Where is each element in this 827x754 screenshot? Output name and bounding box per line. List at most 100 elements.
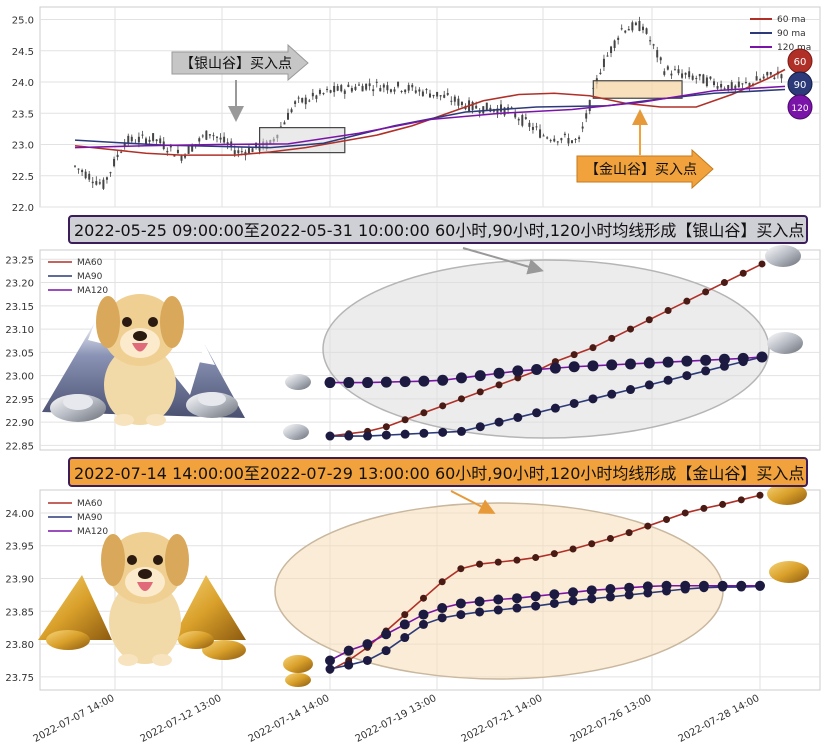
point-ma60 bbox=[664, 306, 672, 314]
point-ma60 bbox=[457, 565, 465, 573]
badge-120-label: 120 bbox=[791, 104, 808, 114]
y-tick-label: 22.95 bbox=[5, 395, 34, 406]
y-tick-label: 23.85 bbox=[5, 607, 34, 618]
point-ma120 bbox=[493, 594, 504, 605]
candle-body bbox=[109, 172, 112, 174]
legend-label-ma120: MA120 bbox=[77, 286, 108, 296]
point-ma90 bbox=[456, 426, 466, 436]
point-ma90 bbox=[663, 375, 673, 385]
point-ma90 bbox=[381, 430, 391, 440]
point-ma120 bbox=[343, 377, 355, 389]
point-ma90 bbox=[456, 610, 466, 620]
silver-ellipse bbox=[322, 259, 770, 439]
candle-body bbox=[443, 94, 446, 98]
point-ma120 bbox=[380, 376, 392, 388]
candle-body bbox=[358, 84, 360, 86]
silver-dog-illustration bbox=[42, 294, 245, 426]
point-ma120 bbox=[455, 372, 467, 384]
candle-body bbox=[762, 76, 765, 79]
point-ma120 bbox=[437, 374, 449, 386]
candle-body bbox=[184, 154, 187, 158]
y-axis-ticks: 22.85 22.90 22.95 23.00 23.05 23.10 23.15 23.20… bbox=[5, 255, 34, 452]
candle-body bbox=[453, 96, 456, 102]
point-ma120 bbox=[362, 639, 373, 650]
y-tick-label: 23.15 bbox=[5, 302, 34, 313]
candle-body bbox=[336, 86, 339, 91]
candle-body bbox=[723, 88, 726, 90]
point-ma120 bbox=[399, 619, 410, 630]
candle-body bbox=[585, 113, 588, 119]
candle-body bbox=[730, 82, 733, 90]
candle-body bbox=[436, 91, 439, 97]
candle-body bbox=[432, 94, 435, 97]
candle-body bbox=[155, 139, 158, 142]
candle-body bbox=[475, 105, 478, 109]
candle-body bbox=[326, 88, 329, 90]
silver-title-banner: 2022-05-25 09:00:00至2022-05-31 10:00:00 … bbox=[68, 215, 808, 244]
point-ma120 bbox=[662, 356, 674, 368]
ma-lines bbox=[324, 260, 768, 441]
candle-body bbox=[524, 117, 527, 119]
candle-body bbox=[766, 72, 769, 76]
candle-body bbox=[187, 146, 190, 154]
candle-body bbox=[148, 139, 151, 142]
candle-body bbox=[741, 83, 744, 85]
candle-body bbox=[673, 69, 676, 71]
candle-body bbox=[663, 71, 666, 75]
candle-body bbox=[113, 158, 116, 167]
point-ma60 bbox=[401, 611, 409, 619]
legend-label-ma90: MA90 bbox=[77, 272, 103, 282]
candle-body bbox=[517, 118, 520, 121]
point-ma60 bbox=[720, 279, 728, 287]
legend-label-ma60: 60 ma bbox=[777, 15, 806, 25]
point-ma90 bbox=[400, 633, 410, 643]
candle-body bbox=[95, 181, 98, 185]
candle-body bbox=[656, 50, 659, 58]
candle-body bbox=[720, 84, 723, 88]
legend-label-ma60: MA60 bbox=[77, 499, 103, 509]
point-ma120 bbox=[680, 580, 691, 591]
point-ma90 bbox=[437, 613, 447, 623]
gold-ingot-icons bbox=[283, 483, 809, 687]
candle-body bbox=[478, 111, 481, 114]
candle-body bbox=[659, 57, 662, 61]
candle-body bbox=[247, 147, 250, 154]
candle-body bbox=[535, 126, 538, 128]
candle-body bbox=[642, 26, 644, 31]
candle-body bbox=[571, 140, 573, 143]
candle-body bbox=[634, 22, 637, 26]
candle-body bbox=[169, 145, 172, 148]
candle-body bbox=[578, 137, 581, 139]
candle-body bbox=[283, 122, 286, 125]
point-ma90 bbox=[549, 598, 559, 608]
x-tick-label: 2022-07-28 14:00 bbox=[677, 693, 762, 745]
candle-body bbox=[98, 182, 101, 184]
point-ma90 bbox=[363, 431, 373, 441]
legend-label-ma120: MA120 bbox=[77, 527, 108, 537]
point-ma90 bbox=[344, 431, 354, 441]
point-ma120 bbox=[568, 361, 580, 373]
candles bbox=[74, 16, 783, 190]
candle-body bbox=[205, 130, 208, 140]
candle-body bbox=[521, 115, 524, 126]
candle-body bbox=[411, 84, 414, 88]
candle-body bbox=[141, 134, 144, 136]
candle-body bbox=[216, 136, 218, 138]
candle-body bbox=[574, 139, 577, 141]
point-ma120 bbox=[756, 351, 768, 363]
candle-body bbox=[318, 89, 321, 94]
point-ma60 bbox=[645, 316, 653, 324]
candle-body bbox=[531, 126, 534, 130]
candle-body bbox=[368, 83, 371, 87]
candle-body bbox=[698, 74, 701, 77]
candle-body bbox=[734, 85, 737, 89]
x-tick-label: 2022-07-12 13:00 bbox=[139, 693, 224, 745]
point-ma120 bbox=[549, 589, 560, 600]
candle-body bbox=[560, 138, 563, 141]
point-ma90 bbox=[475, 607, 485, 617]
candle-body bbox=[393, 89, 396, 92]
point-ma60 bbox=[719, 500, 727, 508]
candle-body bbox=[219, 137, 222, 140]
point-ma90 bbox=[344, 660, 354, 670]
candle-body bbox=[514, 113, 517, 118]
